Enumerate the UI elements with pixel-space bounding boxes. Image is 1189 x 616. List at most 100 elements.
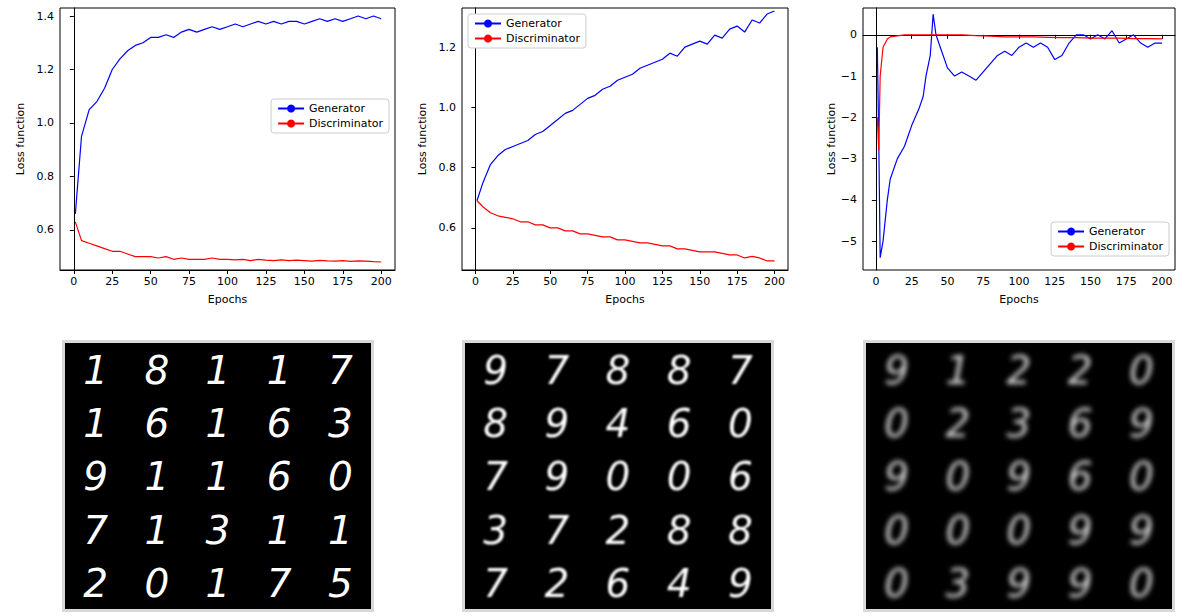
svg-text:7: 7 <box>83 508 108 553</box>
svg-text:5: 5 <box>328 561 353 606</box>
svg-text:100: 100 <box>1009 275 1030 288</box>
svg-text:1.4: 1.4 <box>37 10 55 23</box>
svg-text:0: 0 <box>1129 454 1154 499</box>
svg-text:Discriminator: Discriminator <box>506 32 580 45</box>
svg-text:0: 0 <box>606 454 631 499</box>
svg-text:6: 6 <box>267 401 292 446</box>
svg-text:3: 3 <box>206 508 231 553</box>
svg-text:−3: −3 <box>841 152 857 165</box>
svg-text:175: 175 <box>727 275 748 288</box>
svg-text:Loss function: Loss function <box>825 103 838 176</box>
svg-text:1: 1 <box>328 508 353 553</box>
svg-text:150: 150 <box>689 275 710 288</box>
svg-text:7: 7 <box>267 561 292 606</box>
svg-text:7: 7 <box>728 348 753 393</box>
svg-text:7: 7 <box>544 348 569 393</box>
svg-text:200: 200 <box>1152 275 1173 288</box>
svg-text:8: 8 <box>728 508 753 553</box>
svg-text:Generator: Generator <box>309 102 365 115</box>
svg-text:100: 100 <box>615 275 636 288</box>
svg-text:Epochs: Epochs <box>999 293 1039 306</box>
svg-text:6: 6 <box>144 401 169 446</box>
svg-text:8: 8 <box>667 508 692 553</box>
svg-text:7: 7 <box>328 348 353 393</box>
svg-text:1: 1 <box>83 401 108 446</box>
svg-text:125: 125 <box>1044 275 1065 288</box>
svg-text:9: 9 <box>728 561 753 606</box>
svg-text:1: 1 <box>945 348 970 393</box>
svg-text:1: 1 <box>144 508 169 553</box>
svg-text:9: 9 <box>1068 508 1093 553</box>
svg-text:Epochs: Epochs <box>605 293 645 306</box>
svg-text:7: 7 <box>483 454 508 499</box>
svg-text:−1: −1 <box>841 70 857 83</box>
svg-text:0: 0 <box>472 275 479 288</box>
svg-text:0: 0 <box>328 454 353 499</box>
svg-text:3: 3 <box>945 561 970 606</box>
svg-text:6: 6 <box>267 454 292 499</box>
svg-text:−5: −5 <box>841 235 857 248</box>
svg-text:50: 50 <box>144 275 158 288</box>
svg-text:4: 4 <box>606 401 631 446</box>
svg-text:175: 175 <box>332 275 353 288</box>
svg-text:0: 0 <box>884 508 909 553</box>
svg-text:0: 0 <box>667 454 692 499</box>
svg-text:125: 125 <box>652 275 673 288</box>
svg-text:25: 25 <box>905 275 919 288</box>
svg-text:1.2: 1.2 <box>439 41 457 54</box>
svg-text:8: 8 <box>483 401 508 446</box>
svg-text:6: 6 <box>606 561 631 606</box>
svg-text:4: 4 <box>667 561 692 606</box>
svg-text:9: 9 <box>1129 401 1154 446</box>
svg-text:2: 2 <box>544 561 569 606</box>
svg-text:2: 2 <box>1007 348 1032 393</box>
svg-text:200: 200 <box>764 275 785 288</box>
svg-text:25: 25 <box>105 275 119 288</box>
svg-text:50: 50 <box>940 275 954 288</box>
svg-text:−2: −2 <box>841 111 857 124</box>
svg-text:1: 1 <box>206 348 231 393</box>
svg-text:0.8: 0.8 <box>37 170 55 183</box>
svg-text:6: 6 <box>1068 454 1093 499</box>
svg-text:25: 25 <box>506 275 520 288</box>
svg-text:0: 0 <box>1129 348 1154 393</box>
svg-text:9: 9 <box>1007 454 1032 499</box>
svg-text:9: 9 <box>544 454 569 499</box>
svg-text:125: 125 <box>255 275 276 288</box>
svg-text:6: 6 <box>667 401 692 446</box>
svg-text:2: 2 <box>1068 348 1093 393</box>
svg-text:9: 9 <box>483 348 508 393</box>
svg-text:Discriminator: Discriminator <box>309 117 383 130</box>
svg-text:3: 3 <box>328 401 353 446</box>
svg-text:1.2: 1.2 <box>37 63 55 76</box>
svg-text:6: 6 <box>728 454 753 499</box>
svg-text:2: 2 <box>945 401 970 446</box>
svg-text:1: 1 <box>267 348 292 393</box>
svg-text:Loss function: Loss function <box>416 103 429 176</box>
svg-text:9: 9 <box>83 454 108 499</box>
svg-text:0: 0 <box>872 275 879 288</box>
svg-text:2: 2 <box>606 508 631 553</box>
svg-text:0: 0 <box>728 401 753 446</box>
svg-text:7: 7 <box>544 508 569 553</box>
svg-text:0.6: 0.6 <box>37 223 55 236</box>
svg-text:1: 1 <box>206 561 231 606</box>
svg-text:1: 1 <box>206 401 231 446</box>
svg-text:2: 2 <box>83 561 108 606</box>
svg-text:9: 9 <box>1129 508 1154 553</box>
svg-text:1.0: 1.0 <box>37 116 55 129</box>
svg-text:1: 1 <box>144 454 169 499</box>
svg-text:9: 9 <box>1007 561 1032 606</box>
svg-text:Generator: Generator <box>1089 225 1145 238</box>
svg-text:0: 0 <box>144 561 169 606</box>
svg-text:7: 7 <box>483 561 508 606</box>
svg-text:8: 8 <box>667 348 692 393</box>
svg-text:50: 50 <box>543 275 557 288</box>
svg-text:0: 0 <box>1007 508 1032 553</box>
svg-text:175: 175 <box>1116 275 1137 288</box>
svg-text:0: 0 <box>945 454 970 499</box>
svg-text:1: 1 <box>206 454 231 499</box>
svg-text:100: 100 <box>217 275 238 288</box>
svg-text:200: 200 <box>371 275 392 288</box>
svg-text:0: 0 <box>884 561 909 606</box>
